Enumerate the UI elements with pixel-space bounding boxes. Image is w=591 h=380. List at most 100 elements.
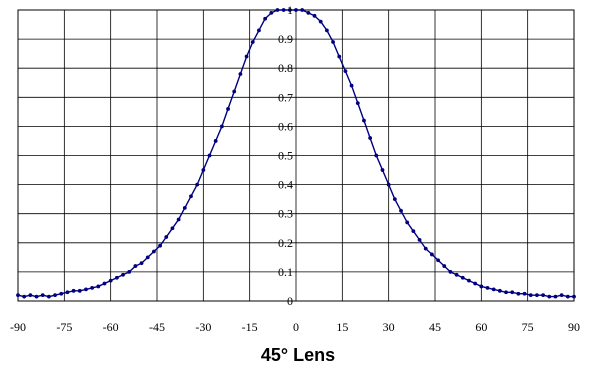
data-point bbox=[287, 8, 292, 12]
data-point bbox=[219, 124, 224, 129]
data-point bbox=[516, 291, 521, 296]
data-point bbox=[460, 275, 465, 280]
data-point bbox=[306, 11, 311, 15]
x-tick-label: 90 bbox=[568, 320, 580, 334]
data-point bbox=[207, 153, 212, 158]
data-point bbox=[547, 294, 552, 299]
data-point bbox=[294, 8, 298, 12]
y-tick-labels: 0 0.1 0.2 0.3 0.4 0.5 0.6 0.7 0.8 0.9 1 bbox=[278, 3, 293, 308]
data-point bbox=[213, 139, 218, 143]
data-point bbox=[337, 54, 342, 59]
y-tick-label: 1 bbox=[287, 3, 293, 17]
chart-title: 45° Lens bbox=[261, 345, 335, 365]
data-point bbox=[423, 246, 428, 251]
data-point bbox=[362, 118, 366, 123]
grid bbox=[17, 9, 575, 302]
data-point bbox=[238, 72, 243, 76]
data-point bbox=[34, 294, 39, 299]
data-point bbox=[522, 291, 527, 296]
x-tick-label: 75 bbox=[522, 320, 534, 334]
data-point bbox=[257, 28, 261, 33]
data-point bbox=[28, 293, 33, 298]
y-tick-label: 0.7 bbox=[278, 90, 293, 104]
data-point bbox=[565, 294, 570, 299]
x-tick-label: 30 bbox=[383, 320, 395, 334]
data-point bbox=[22, 294, 27, 299]
data-point bbox=[405, 220, 410, 225]
series bbox=[16, 8, 576, 299]
data-point bbox=[374, 153, 379, 158]
data-point bbox=[189, 194, 193, 199]
data-point bbox=[504, 290, 508, 295]
x-tick-label: -45 bbox=[149, 320, 165, 334]
data-point bbox=[467, 278, 471, 283]
data-point bbox=[318, 19, 323, 24]
data-point bbox=[541, 293, 546, 298]
data-point bbox=[411, 229, 416, 234]
data-point bbox=[479, 284, 484, 289]
data-point bbox=[77, 288, 82, 293]
data-point bbox=[448, 270, 453, 274]
data-point bbox=[553, 294, 558, 299]
data-point bbox=[263, 16, 268, 21]
data-point bbox=[139, 261, 144, 266]
data-point bbox=[368, 136, 373, 140]
data-point bbox=[300, 8, 305, 12]
data-point bbox=[195, 182, 200, 187]
y-tick-label: 0.5 bbox=[278, 149, 293, 163]
x-tick-label: -90 bbox=[10, 320, 26, 334]
x-tick-label: -30 bbox=[195, 320, 211, 334]
data-point bbox=[436, 258, 440, 263]
data-point bbox=[473, 281, 478, 286]
y-tick-label: 0.4 bbox=[278, 178, 293, 192]
x-tick-label: 60 bbox=[475, 320, 487, 334]
data-point bbox=[343, 69, 348, 74]
data-point bbox=[392, 197, 397, 202]
data-point bbox=[133, 264, 138, 268]
data-point bbox=[491, 287, 496, 292]
data-point bbox=[71, 288, 76, 293]
data-point bbox=[275, 8, 280, 12]
data-point bbox=[331, 40, 335, 44]
data-point bbox=[108, 278, 113, 283]
data-point bbox=[386, 182, 391, 187]
data-point bbox=[65, 290, 70, 295]
data-point bbox=[244, 54, 249, 59]
data-point bbox=[46, 294, 51, 299]
data-point bbox=[324, 28, 329, 33]
data-point bbox=[152, 249, 156, 254]
y-tick-label: 0.1 bbox=[278, 265, 293, 279]
data-point bbox=[430, 252, 434, 257]
data-point bbox=[559, 293, 564, 298]
x-tick-label: 15 bbox=[336, 320, 348, 334]
data-point bbox=[158, 243, 162, 248]
data-point bbox=[399, 208, 403, 213]
data-point bbox=[182, 205, 187, 210]
data-point bbox=[226, 107, 230, 111]
y-tick-label: 0.2 bbox=[278, 236, 293, 250]
x-tick-label: 0 bbox=[293, 320, 299, 334]
y-tick-label: 0.9 bbox=[278, 32, 293, 46]
data-point bbox=[572, 294, 576, 299]
data-point bbox=[497, 288, 502, 293]
x-tick-label: -60 bbox=[103, 320, 119, 334]
data-point bbox=[442, 264, 447, 268]
x-tick-labels: -90 -75 -60 -45 -30 -15 0 15 30 45 60 75 90 bbox=[10, 320, 580, 334]
data-point bbox=[53, 293, 57, 298]
data-point bbox=[232, 89, 237, 94]
data-point bbox=[16, 293, 20, 298]
data-point bbox=[355, 101, 360, 106]
x-tick-label: 45 bbox=[429, 320, 441, 334]
data-point bbox=[121, 272, 125, 277]
data-point bbox=[380, 168, 385, 172]
data-point bbox=[59, 291, 64, 296]
y-tick-label: 0.8 bbox=[278, 61, 293, 75]
data-point bbox=[164, 235, 169, 239]
data-point bbox=[40, 293, 45, 298]
data-point bbox=[170, 226, 175, 231]
data-point bbox=[454, 272, 459, 277]
data-point bbox=[84, 287, 88, 292]
x-tick-label: -15 bbox=[242, 320, 258, 334]
data-point bbox=[102, 281, 107, 286]
